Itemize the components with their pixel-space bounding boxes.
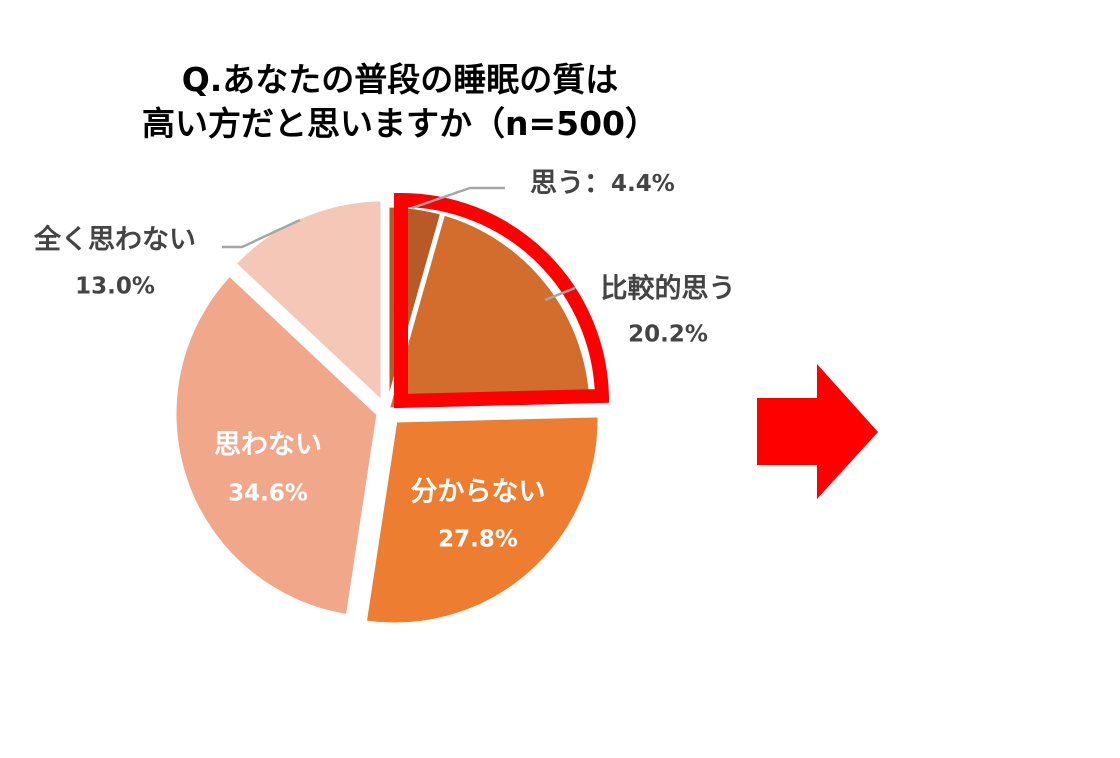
chart-title: Q.あなたの普段の睡眠の質は 高い方だと思いますか（n=500） (120, 58, 680, 146)
slice-label-1: 思う：4.4% (530, 168, 675, 199)
leader-lines (222, 186, 576, 302)
right-arrow-icon (757, 364, 878, 499)
pie-slice-3 (361, 412, 603, 628)
slice-name-3: 分からない (411, 477, 546, 508)
slice-value-2: 20.2% (628, 322, 708, 348)
slice-name-2: 比較的思う (601, 273, 736, 305)
slice-name-4: 思わない (214, 430, 322, 461)
slice-labels: 思う：4.4% 比較的思う 20.2% 分からない 27.8% 思わない 34.6% 全く思わ… (33, 168, 736, 553)
chart-title-line-1: Q.あなたの普段の睡眠の質は (181, 60, 619, 99)
slice-value-1: 4.4% (611, 171, 675, 197)
pie-slice-4 (171, 270, 382, 620)
slice-name-5: 全く思わない (33, 224, 196, 256)
highlight-outline (394, 192, 610, 409)
chart-title-line-2: 高い方だと思いますか（n=500） (141, 104, 659, 143)
slice-value-4: 34.6% (228, 481, 308, 507)
slice-name-1: 思う： (530, 168, 611, 199)
slice-value-3: 27.8% (438, 527, 518, 553)
pie-slice-5 (230, 196, 386, 410)
pie-slice-2 (383, 209, 595, 413)
slice-value-5: 13.0% (75, 274, 155, 300)
highlight-frame (394, 192, 610, 409)
leader-line-1 (411, 186, 505, 210)
leader-line-5 (222, 218, 301, 249)
pie-slices (171, 196, 603, 628)
leader-line-2 (544, 286, 576, 302)
